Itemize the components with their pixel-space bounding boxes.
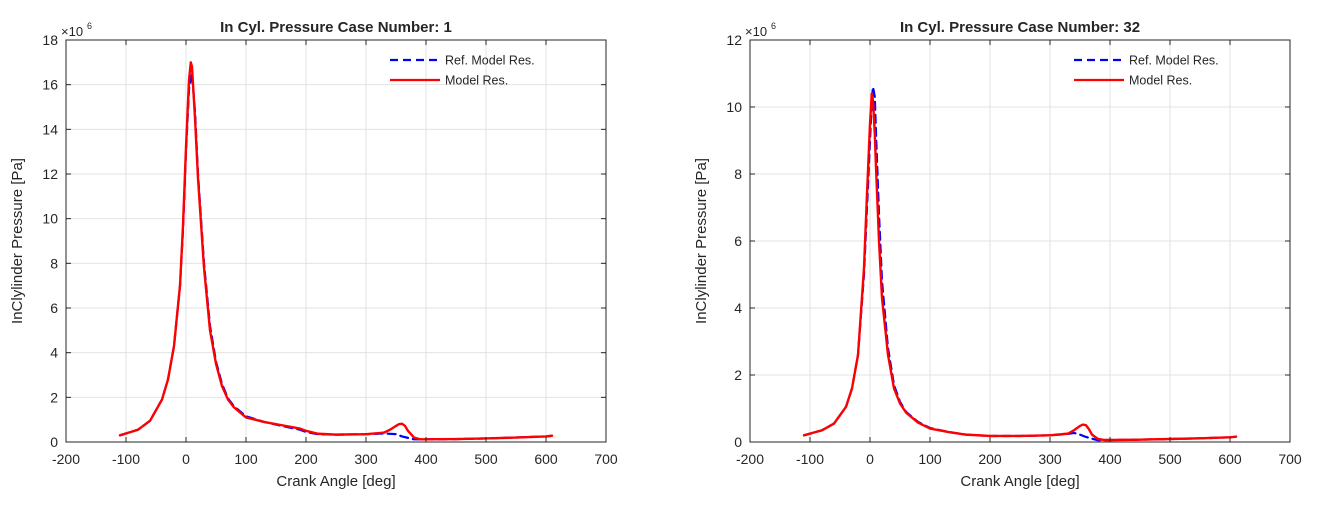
chart-2-y-multiplier: ×10	[745, 24, 767, 39]
chart-1-ytick-label-7: 14	[42, 121, 58, 137]
chart-1-y-multiplier-exponent: 6	[87, 21, 92, 31]
chart-2-ytick-label-1: 2	[734, 367, 742, 383]
chart-2-xtick-label-5: 300	[1038, 451, 1062, 467]
chart-2: -200 -100 0 100 200 300 400 500 600 700 0 2 4 6 8 10 12×…	[693, 19, 1302, 490]
chart-2-ytick-label-6: 12	[726, 32, 742, 48]
chart-2-ytick-label-4: 8	[734, 166, 742, 182]
chart-1-xtick-label-7: 500	[474, 451, 498, 467]
chart-1-ytick-label-9: 18	[42, 32, 58, 48]
chart-2-ytick-label-3: 6	[734, 233, 742, 249]
chart-1-ytick-label-4: 8	[50, 255, 58, 271]
chart-1-xtick-label-9: 700	[594, 451, 618, 467]
chart-1-y-multiplier: ×10	[61, 24, 83, 39]
chart-1-ytick-label-0: 0	[50, 434, 58, 450]
chart-2-legend-label-ref-model: Ref. Model Res.	[1129, 54, 1219, 68]
chart-2-legend-label-model: Model Res.	[1129, 74, 1192, 88]
chart-2-xtick-label-1: -100	[796, 451, 824, 467]
chart-1-xtick-label-4: 200	[294, 451, 318, 467]
chart-2-xtick-label-7: 500	[1158, 451, 1182, 467]
chart-1-xtick-label-0: -200	[52, 451, 80, 467]
chart-2-ylabel: InClylinder Pressure [Pa]	[693, 158, 710, 324]
chart-1-legend-label-model: Model Res.	[445, 74, 508, 88]
chart-2-xtick-label-9: 700	[1278, 451, 1302, 467]
chart-2-xtick-label-8: 600	[1218, 451, 1242, 467]
chart-2-xtick-label-2: 0	[866, 451, 874, 467]
chart-2-xtick-label-0: -200	[736, 451, 764, 467]
chart-2-series-model-line	[802, 92, 1238, 442]
chart-1-xtick-label-1: -100	[112, 451, 140, 467]
chart-2-y-multiplier-exponent: 6	[771, 21, 776, 31]
chart-1-ytick-label-5: 10	[42, 211, 58, 227]
chart-1-plot-area	[66, 40, 606, 442]
chart-1-xtick-label-2: 0	[182, 451, 190, 467]
chart-2-xlabel: Crank Angle [deg]	[960, 473, 1079, 490]
chart-1-xtick-label-8: 600	[534, 451, 558, 467]
chart-1-xtick-label-5: 300	[354, 451, 378, 467]
chart-1-legend: Ref. Model Res. Model Res.	[390, 54, 535, 88]
chart-1-legend-label-ref-model: Ref. Model Res.	[445, 54, 535, 68]
chart-1-ytick-label-1: 2	[50, 389, 58, 405]
chart-2-legend: Ref. Model Res. Model Res.	[1074, 54, 1219, 88]
chart-1-ytick-label-2: 4	[50, 345, 58, 361]
chart-1-ytick-label-8: 16	[42, 77, 58, 93]
chart-2-xtick-label-3: 100	[918, 451, 942, 467]
chart-1-ytick-label-6: 12	[42, 166, 58, 182]
chart-1-ytick-label-3: 6	[50, 300, 58, 316]
chart-2-title: In Cyl. Pressure Case Number: 32	[900, 19, 1140, 36]
chart-2-xtick-label-4: 200	[978, 451, 1002, 467]
chart-2-ytick-label-0: 0	[734, 434, 742, 450]
chart-1-xlabel: Crank Angle [deg]	[276, 473, 395, 490]
chart-1-axes-box	[65, 39, 607, 443]
chart-2-ytick-label-5: 10	[726, 99, 742, 115]
chart-1-xtick-label-3: 100	[234, 451, 258, 467]
chart-1-title: In Cyl. Pressure Case Number: 1	[220, 19, 452, 36]
chart-1: -200 -100 0 100 200 300 400 500 600 700 0 2 4 6 8 10 12 1…	[9, 19, 618, 490]
chart-1-xtick-label-6: 400	[414, 451, 438, 467]
chart-2-ytick-label-2: 4	[734, 300, 742, 316]
chart-1-ylabel: InClylinder Pressure [Pa]	[9, 158, 26, 324]
chart-1-series-model-line	[118, 61, 554, 441]
chart-2-xtick-label-6: 400	[1098, 451, 1122, 467]
